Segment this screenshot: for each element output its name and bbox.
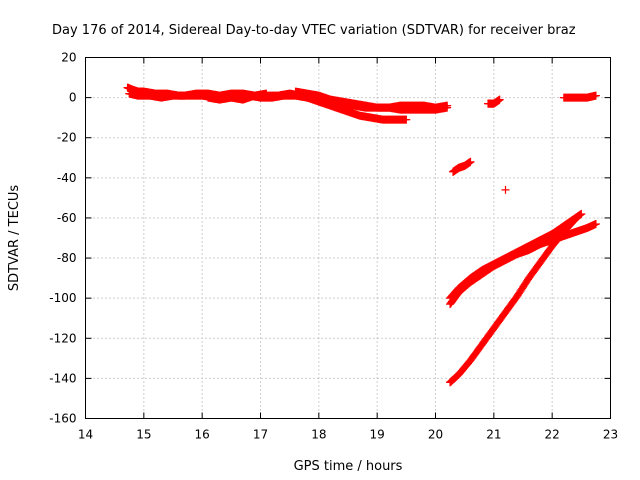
x-tick-label: 23 — [603, 428, 618, 442]
chart-title: Day 176 of 2014, Sidereal Day-to-day VTE… — [52, 23, 576, 38]
data-point — [495, 95, 504, 104]
data-point — [591, 91, 600, 100]
series-track-d — [204, 89, 271, 104]
y-tick-label: -40 — [57, 171, 77, 185]
y-tick-label: -160 — [49, 412, 76, 426]
points-layer — [123, 83, 600, 387]
series-track-i — [446, 219, 600, 309]
y-tick-label: -80 — [57, 251, 77, 265]
series-track-g — [501, 185, 510, 194]
data-point — [501, 185, 510, 194]
x-tick-label: 21 — [486, 428, 501, 442]
y-tick-label: -120 — [49, 331, 76, 345]
plot-frame — [85, 57, 611, 419]
data-point — [443, 103, 452, 112]
y-tick-label: -100 — [49, 291, 76, 305]
x-tick-label: 20 — [428, 428, 443, 442]
y-tick-label: -20 — [57, 131, 77, 145]
data-point — [262, 89, 271, 98]
y-tick-label: 20 — [61, 51, 76, 65]
y-axis-label: SDTVAR / TECUs — [7, 185, 22, 292]
data-point — [574, 211, 583, 220]
series-track-e — [449, 157, 475, 176]
data-point — [466, 157, 475, 166]
x-tick-label: 14 — [78, 428, 93, 442]
x-tick-label: 19 — [370, 428, 385, 442]
y-tick-label: -60 — [57, 211, 77, 225]
series-track-f — [484, 95, 504, 108]
ticks-layer: 14 15 16 17 18 19 20 21 22 23 20 0 -20 -40 -60 -80 -100 -… — [49, 51, 618, 442]
series-track-c — [291, 87, 452, 114]
y-tick-label: -140 — [49, 371, 76, 385]
x-tick-label: 16 — [195, 428, 210, 442]
x-tick-label: 17 — [253, 428, 268, 442]
x-tick-label: 15 — [136, 428, 151, 442]
x-tick-label: 22 — [545, 428, 560, 442]
x-axis-label: GPS time / hours — [294, 459, 403, 474]
x-tick-label: 18 — [311, 428, 326, 442]
y-tick-label: 0 — [69, 91, 77, 105]
data-point — [591, 219, 600, 228]
data-point — [402, 115, 411, 124]
series-track-k — [446, 211, 583, 387]
series-track-h — [559, 91, 600, 102]
